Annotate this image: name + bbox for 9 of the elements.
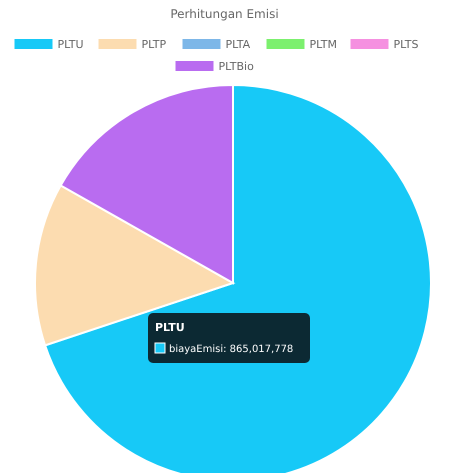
legend-label: PLTS [394,38,418,51]
text: biayaEmisi: 865,017,778 [169,344,294,355]
legend-label: PLTBio [218,60,254,73]
chart-title: Perhitungan Emisi [170,7,279,21]
legend-label: PLTP [142,38,166,51]
text: PLTU [155,321,185,334]
legend-label: PLTA [226,38,251,51]
legend-label: PLTM [310,38,337,51]
legend-label: PLTU [58,38,84,51]
